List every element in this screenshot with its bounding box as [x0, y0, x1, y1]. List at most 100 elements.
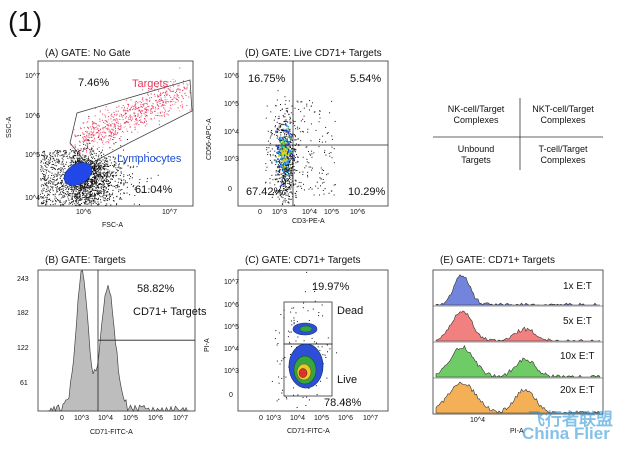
event-dot	[285, 119, 287, 121]
event-dot	[285, 138, 287, 141]
event-dot	[148, 100, 150, 102]
event-dot	[78, 189, 80, 191]
event-dot	[274, 126, 276, 128]
event-dot	[285, 174, 287, 176]
event-dot	[285, 189, 287, 191]
event-dot	[160, 97, 162, 99]
event-dot	[113, 134, 115, 136]
event-dot	[282, 177, 284, 179]
event-dot	[88, 201, 90, 203]
panel-a-xlabel: FSC-A	[102, 222, 123, 229]
event-dot	[140, 102, 142, 104]
event-dot	[53, 163, 55, 165]
panel-d-xtick: 0	[258, 209, 262, 216]
event-dot	[83, 143, 85, 145]
event-dot	[280, 181, 282, 183]
event-dot	[111, 131, 113, 133]
event-dot	[287, 336, 289, 338]
event-dot	[282, 154, 284, 157]
event-dot	[52, 190, 54, 192]
event-dot	[146, 103, 148, 105]
event-dot	[100, 199, 102, 201]
event-dot	[284, 192, 286, 194]
event-dot	[156, 102, 158, 104]
event-dot	[279, 190, 281, 192]
event-dot	[153, 93, 155, 95]
event-dot	[274, 150, 276, 152]
event-dot	[135, 114, 137, 116]
event-dot	[110, 184, 112, 186]
event-dot	[112, 192, 114, 194]
event-dot	[320, 167, 322, 169]
event-dot	[144, 114, 146, 116]
event-dot	[281, 169, 284, 172]
event-dot	[288, 175, 290, 177]
event-dot	[54, 198, 56, 200]
event-dot	[105, 165, 107, 167]
event-dot	[102, 128, 104, 130]
event-dot	[122, 149, 124, 151]
event-dot	[97, 204, 99, 206]
event-dot	[293, 159, 295, 161]
event-dot	[51, 172, 53, 174]
event-dot	[63, 150, 65, 152]
event-dot	[82, 192, 84, 194]
event-dot	[94, 163, 96, 165]
event-dot	[74, 203, 76, 205]
event-dot	[98, 183, 100, 185]
event-dot	[281, 153, 284, 155]
event-dot	[95, 123, 97, 125]
event-dot	[87, 143, 89, 145]
event-dot	[284, 191, 286, 193]
event-dot	[302, 396, 304, 398]
event-dot	[310, 166, 312, 168]
event-dot	[104, 132, 106, 134]
event-dot	[155, 108, 157, 110]
event-dot	[116, 106, 118, 108]
event-dot	[92, 181, 94, 183]
event-dot	[74, 151, 76, 153]
event-dot	[293, 184, 295, 186]
event-dot	[43, 194, 45, 196]
event-dot	[113, 133, 115, 135]
event-dot	[107, 140, 109, 142]
event-dot	[103, 171, 105, 173]
event-dot	[88, 162, 90, 164]
event-dot	[61, 181, 63, 183]
event-dot	[111, 115, 113, 117]
event-dot	[47, 194, 49, 196]
event-dot	[288, 188, 290, 190]
event-dot	[88, 196, 90, 198]
event-dot	[40, 185, 42, 187]
event-dot	[291, 169, 293, 171]
event-dot	[291, 168, 293, 170]
event-dot	[57, 161, 59, 163]
event-dot	[278, 154, 281, 156]
event-dot	[300, 140, 302, 142]
event-dot	[278, 148, 281, 150]
panel-b-xtick: 10^4	[98, 415, 113, 422]
event-dot	[142, 89, 144, 91]
event-dot	[106, 158, 108, 160]
event-dot	[111, 171, 113, 173]
event-dot	[94, 194, 96, 196]
event-dot	[146, 101, 148, 103]
event-dot	[95, 194, 97, 196]
event-dot	[288, 168, 290, 170]
event-dot	[41, 197, 43, 199]
event-dot	[291, 157, 293, 159]
panel-c-live-label: Live	[337, 374, 358, 386]
event-dot	[272, 179, 274, 181]
event-dot	[145, 108, 147, 110]
event-dot	[119, 167, 121, 169]
event-dot	[287, 111, 289, 113]
event-dot	[92, 163, 94, 165]
event-dot	[185, 95, 187, 97]
event-dot	[84, 187, 86, 189]
event-dot	[104, 161, 106, 163]
event-dot	[89, 201, 91, 203]
event-dot	[105, 168, 107, 170]
event-dot	[285, 186, 287, 188]
event-dot	[279, 363, 281, 365]
event-dot	[169, 90, 171, 92]
